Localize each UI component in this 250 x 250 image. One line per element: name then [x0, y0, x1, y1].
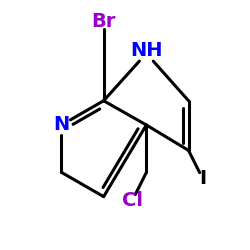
- Text: NH: NH: [130, 41, 162, 60]
- Text: I: I: [199, 169, 206, 188]
- Text: Cl: Cl: [122, 191, 143, 210]
- Text: N: N: [53, 116, 70, 134]
- Text: Br: Br: [92, 12, 116, 31]
